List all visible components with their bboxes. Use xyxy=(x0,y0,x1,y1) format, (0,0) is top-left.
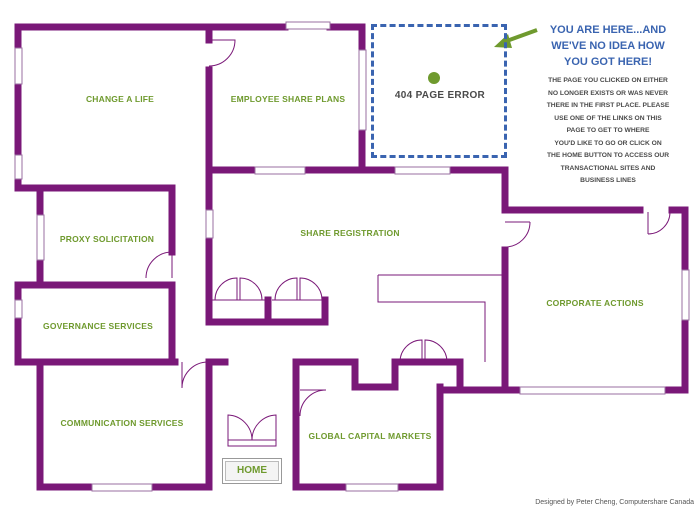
window xyxy=(681,269,690,321)
description-line: THERE IN THE FIRST PLACE. PLEASE xyxy=(546,102,670,109)
description-line: THE HOME BUTTON TO ACCESS OUR xyxy=(546,152,670,159)
callout-heading-line: WE'VE NO IDEA HOW xyxy=(551,40,665,52)
door xyxy=(208,39,236,67)
callout-heading: YOU ARE HERE...AND WE'VE NO IDEA HOW YOU… xyxy=(528,22,688,70)
door xyxy=(647,211,671,235)
description-line: PAGE TO GET TO WHERE xyxy=(566,127,650,134)
cabinet-door xyxy=(214,277,263,301)
window xyxy=(345,483,399,492)
error-room-outline xyxy=(371,24,507,158)
room-employee-share-plans[interactable]: EMPLOYEE SHARE PLANS xyxy=(230,94,346,104)
arrow-icon xyxy=(494,28,538,48)
window xyxy=(14,299,23,319)
designer-credit: Designed by Peter Cheng, Computershare C… xyxy=(535,499,694,506)
cabinet-door xyxy=(274,277,323,301)
description-line: NO LONGER EXISTS OR WAS NEVER xyxy=(547,89,669,97)
description-line: BUSINESS LINES xyxy=(580,177,636,184)
wall xyxy=(264,296,329,326)
window xyxy=(14,47,23,85)
door xyxy=(181,361,209,389)
window xyxy=(14,154,23,180)
window xyxy=(254,166,306,175)
room-communication-services[interactable]: COMMUNICATION SERVICES xyxy=(60,418,184,428)
counter xyxy=(377,274,505,362)
window xyxy=(205,209,214,239)
window xyxy=(519,386,666,395)
door xyxy=(145,251,173,279)
window xyxy=(285,21,331,30)
window xyxy=(91,483,153,492)
room-governance-services[interactable]: GOVERNANCE SERVICES xyxy=(43,321,153,331)
callout-heading-line: YOU GOT HERE! xyxy=(563,56,652,68)
room-corporate-actions[interactable]: CORPORATE ACTIONS xyxy=(546,298,644,308)
window xyxy=(36,214,45,261)
window xyxy=(358,49,367,131)
description-line: USE ONE OF THE LINKS ON THIS xyxy=(554,114,662,122)
callout-description: THE PAGE YOU CLICKED ON EITHER NO LONGER… xyxy=(526,75,690,188)
callout-heading-line: YOU ARE HERE...AND xyxy=(549,24,667,36)
error-title: 404 PAGE ERROR xyxy=(394,90,486,101)
entry-step xyxy=(227,439,277,447)
door xyxy=(299,389,327,417)
room-change-a-life[interactable]: CHANGE A LIFE xyxy=(85,94,155,104)
window xyxy=(394,166,451,175)
door xyxy=(504,221,531,248)
cabinet-door xyxy=(399,339,448,363)
home-button[interactable]: HOME xyxy=(222,458,282,484)
room-proxy-solicitation[interactable]: PROXY SOLICITATION xyxy=(59,234,155,244)
description-line: YOU'D LIKE TO GO OR CLICK ON xyxy=(554,139,662,147)
description-line: THE PAGE YOU CLICKED ON EITHER xyxy=(548,77,668,84)
room-global-capital-markets[interactable]: GLOBAL CAPITAL MARKETS xyxy=(308,431,432,441)
description-line: TRANSACTIONAL SITES AND xyxy=(560,164,656,172)
you-are-here-marker xyxy=(428,72,440,84)
room-share-registration[interactable]: SHARE REGISTRATION xyxy=(300,228,400,238)
front-door xyxy=(227,414,277,441)
